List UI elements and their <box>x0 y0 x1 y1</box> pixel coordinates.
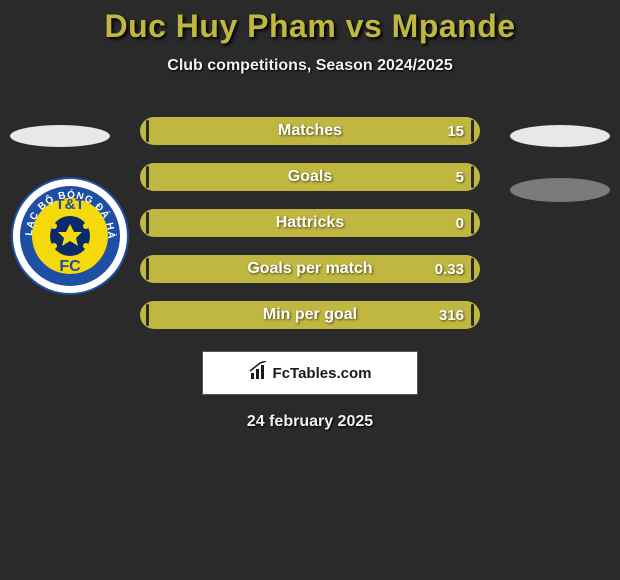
source-text: FcTables.com <box>273 365 372 382</box>
stat-label: Min per goal <box>263 306 357 324</box>
bar-notch-right <box>471 212 474 234</box>
page-title: Duc Huy Pham vs Mpande <box>104 8 515 45</box>
bar-notch-right <box>471 304 474 326</box>
stat-value: 0 <box>456 215 464 232</box>
badge-bottom-text: FC <box>59 258 81 275</box>
stat-value: 316 <box>439 307 464 324</box>
subtitle: Club competitions, Season 2024/2025 <box>167 57 452 75</box>
player2-placeholder-shadow-top <box>510 125 610 147</box>
stat-row-goals-per-match: Goals per match 0.33 <box>140 255 480 283</box>
stat-row-hattricks: Hattricks 0 <box>140 209 480 237</box>
stat-row-min-per-goal: Min per goal 316 <box>140 301 480 329</box>
badge-top-text: T&T <box>55 196 84 213</box>
bar-notch-left <box>146 212 149 234</box>
source-logo: FcTables.com <box>202 351 418 395</box>
bar-notch-right <box>471 166 474 188</box>
date-label: 24 february 2025 <box>247 413 373 431</box>
stat-value: 5 <box>456 169 464 186</box>
player1-placeholder-shadow <box>10 125 110 147</box>
player2-placeholder-shadow-bottom <box>510 178 610 202</box>
bar-notch-left <box>146 258 149 280</box>
stat-label: Goals <box>288 168 332 186</box>
bar-notch-right <box>471 120 474 142</box>
stat-label: Hattricks <box>276 214 344 232</box>
stat-value: 15 <box>447 123 464 140</box>
comparison-card: Duc Huy Pham vs Mpande Club competitions… <box>0 0 620 580</box>
stat-label: Matches <box>278 122 342 140</box>
chart-icon <box>249 361 269 386</box>
stat-value: 0.33 <box>435 261 464 278</box>
club-badge: CÂU LẠC BỘ BÓNG ĐÁ HÀ NỘI T&T FC <box>10 176 130 296</box>
bar-notch-left <box>146 166 149 188</box>
bar-notch-left <box>146 120 149 142</box>
bar-notch-right <box>471 258 474 280</box>
stat-row-matches: Matches 15 <box>140 117 480 145</box>
stat-row-goals: Goals 5 <box>140 163 480 191</box>
bar-notch-left <box>146 304 149 326</box>
stat-label: Goals per match <box>247 260 372 278</box>
